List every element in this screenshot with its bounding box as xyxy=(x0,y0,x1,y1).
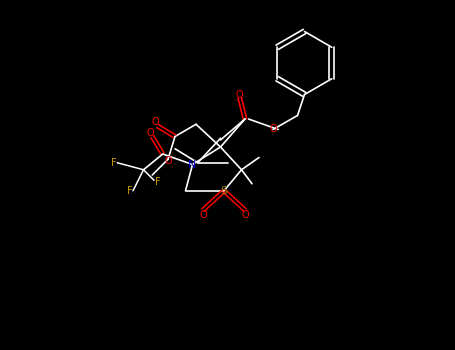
Text: F: F xyxy=(126,186,132,196)
Text: O: O xyxy=(236,90,243,99)
Text: N: N xyxy=(188,160,197,169)
Text: S: S xyxy=(220,186,228,196)
Text: O: O xyxy=(152,117,160,127)
Text: F: F xyxy=(111,158,116,168)
Text: O: O xyxy=(199,210,207,220)
Text: O: O xyxy=(164,156,172,166)
Text: O: O xyxy=(147,128,154,138)
Text: F: F xyxy=(155,177,160,187)
Text: O: O xyxy=(269,125,277,134)
Text: O: O xyxy=(241,210,249,220)
